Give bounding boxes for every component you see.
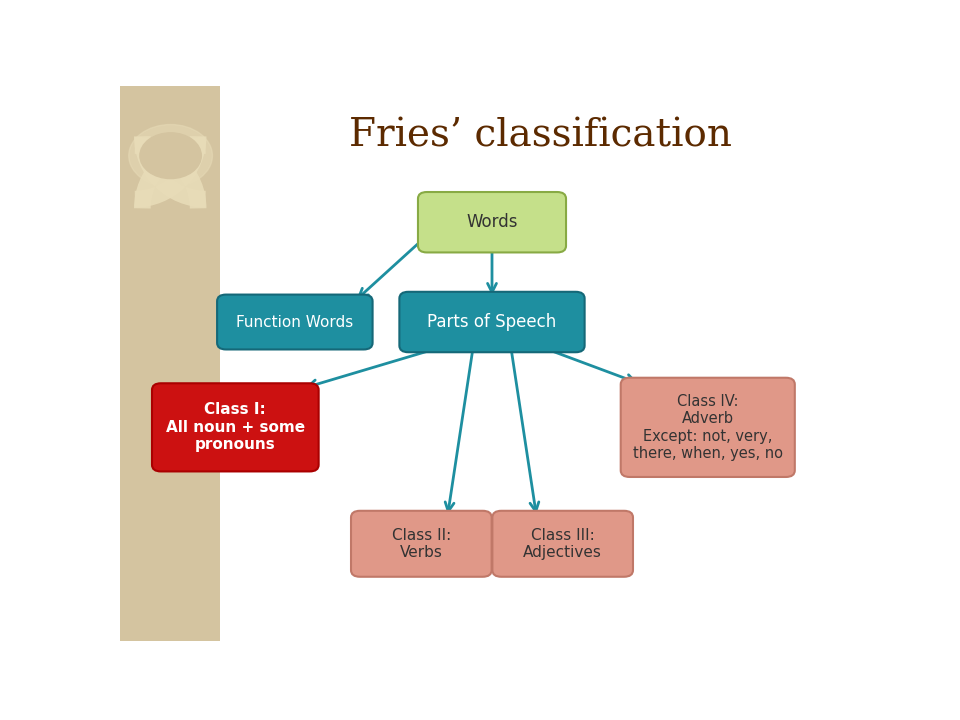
FancyBboxPatch shape <box>418 192 566 253</box>
Text: Parts of Speech: Parts of Speech <box>427 313 557 331</box>
Text: Class III:
Adjectives: Class III: Adjectives <box>523 528 602 560</box>
Text: Words: Words <box>467 213 517 231</box>
Bar <box>120 86 221 641</box>
FancyBboxPatch shape <box>351 510 492 577</box>
Circle shape <box>129 125 212 187</box>
Text: Function Words: Function Words <box>236 315 353 330</box>
FancyBboxPatch shape <box>492 510 633 577</box>
Text: Class II:
Verbs: Class II: Verbs <box>392 528 451 560</box>
FancyBboxPatch shape <box>152 383 319 472</box>
FancyBboxPatch shape <box>399 292 585 352</box>
Circle shape <box>140 132 202 179</box>
FancyBboxPatch shape <box>621 378 795 477</box>
FancyBboxPatch shape <box>217 294 372 349</box>
Text: Fries’ classification: Fries’ classification <box>348 118 732 155</box>
Text: Class IV:
Adverb
Except: not, very,
there, when, yes, no: Class IV: Adverb Except: not, very, ther… <box>633 394 782 461</box>
Text: Class I:
All noun + some
pronouns: Class I: All noun + some pronouns <box>166 402 305 452</box>
